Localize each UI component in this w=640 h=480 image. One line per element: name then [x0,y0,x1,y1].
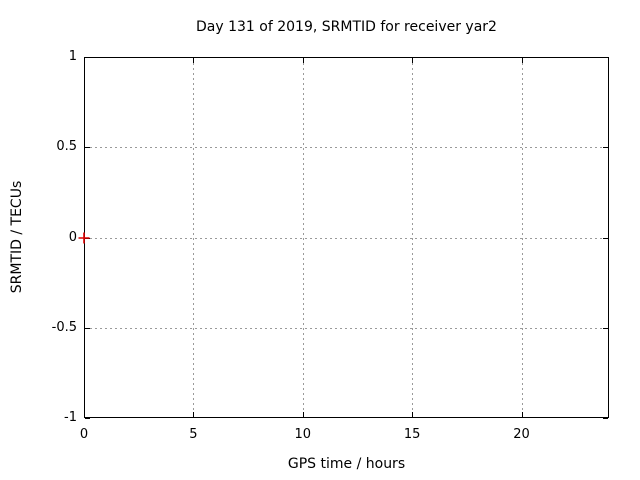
x-tick-top [302,58,304,63]
y-tick-left [85,147,90,149]
y-tick-label: 0 [68,229,77,245]
x-tick-top [521,58,523,63]
y-tick-label: -0.5 [51,319,77,335]
y-tick-label: -1 [64,410,77,425]
x-tick-bottom [84,412,85,417]
x-tick-label: 5 [189,427,198,442]
y-tick-label: 0.5 [56,139,77,155]
data-point-marker [78,232,90,243]
x-tick-label: 10 [294,427,312,442]
x-tick-bottom [193,412,195,417]
y-tick-right [603,237,608,239]
y-tick-right [603,147,608,149]
y-tick-right [603,418,608,419]
y-tick-left [85,327,90,329]
x-tick-top [412,58,414,63]
plus-marker-icon [78,232,90,243]
y-tick-right [603,57,608,58]
x-tick-label: 20 [513,427,530,442]
x-tick-bottom [521,412,523,417]
x-tick-label: 0 [79,427,89,442]
y-tick-left [85,418,90,419]
x-tick-label: 15 [403,427,421,442]
y-tick-label: 1 [68,49,77,64]
x-tick-bottom [412,412,414,417]
chart-title: Day 131 of 2019, SRMTID for receiver yar… [196,19,497,35]
y-gridline [85,237,608,239]
x-tick-top [193,58,195,63]
y-gridline [85,147,608,149]
plot-area [84,57,609,419]
x-tick-bottom [302,412,304,417]
y-gridline [85,327,608,329]
y-tick-left [85,57,90,58]
x-tick-top [84,58,85,63]
y-tick-right [603,327,608,329]
x-axis-label: GPS time / hours [287,456,406,472]
